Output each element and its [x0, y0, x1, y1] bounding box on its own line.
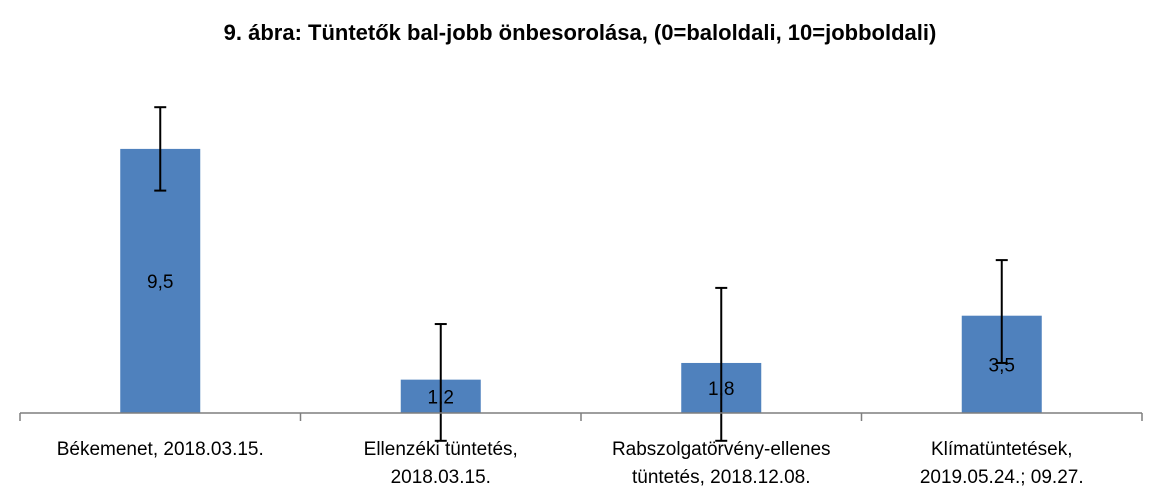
- category-label-3-line-2: tüntetés, 2018.12.08.: [632, 467, 811, 488]
- error-bar-1: [154, 106, 167, 192]
- category-label-1-line-1: Békemenet, 2018.03.15.: [57, 439, 264, 460]
- data-label-3: 1,8: [708, 379, 734, 400]
- bars-group: [120, 148, 1042, 413]
- category-label-2-line-2: 2018.03.15.: [391, 467, 491, 488]
- bar-1: [120, 148, 201, 413]
- data-label-4: 3,5: [989, 355, 1015, 376]
- error-bars-group: [154, 106, 1008, 442]
- category-label-2-line-1: Ellenzéki tüntetés,: [364, 439, 518, 460]
- category-label-4-line-2: 2019.05.24.; 09.27.: [920, 467, 1084, 488]
- category-label-4-line-1: Klímatüntetések,: [931, 439, 1073, 460]
- error-bar-2: [434, 323, 447, 442]
- category-labels-group: Békemenet, 2018.03.15. Ellenzéki tüntetés…: [57, 439, 1084, 488]
- error-bar-3: [715, 286, 728, 442]
- data-label-1: 9,5: [147, 272, 173, 293]
- category-label-3-line-1: Rabszolgatörvény-ellenes: [612, 439, 831, 460]
- chart-title: 9. ábra: Tüntetők bal-jobb önbesorolása,…: [224, 20, 937, 45]
- x-axis: [19, 412, 1143, 421]
- data-labels-group: 9,5 1,2 1,8 3,5: [147, 272, 1015, 408]
- error-bar-4: [995, 259, 1008, 364]
- data-label-2: 1,2: [428, 387, 454, 408]
